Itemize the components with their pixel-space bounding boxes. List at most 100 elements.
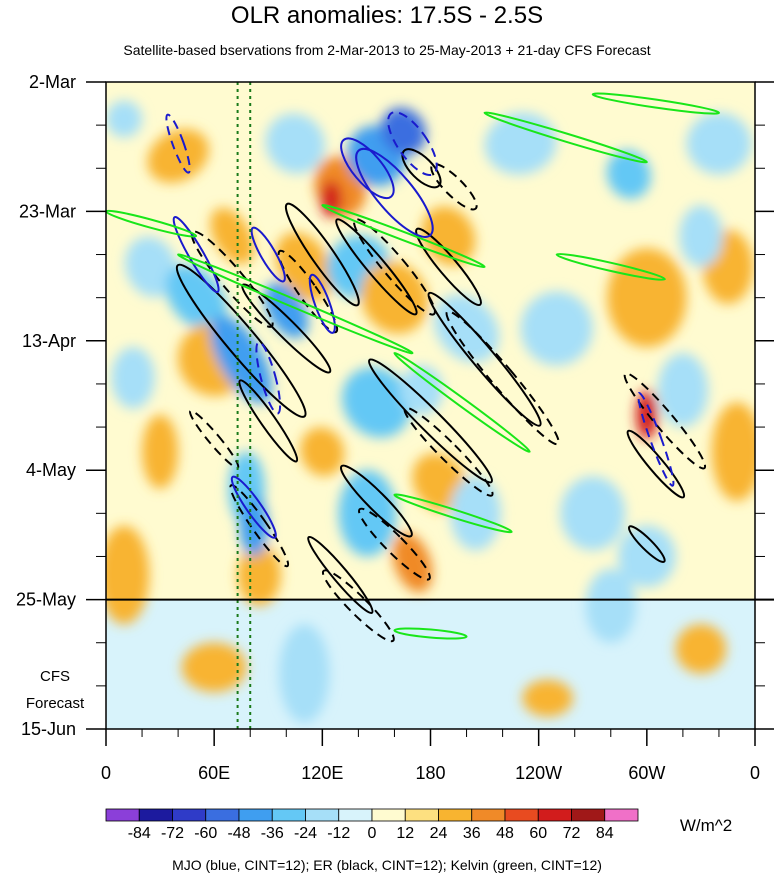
colorbar-tick-label: 72 — [563, 825, 581, 842]
colorbar-tick-label: -24 — [294, 825, 317, 842]
colorbar-tick-label: 84 — [596, 825, 614, 842]
colorbar-swatch — [537, 808, 572, 822]
anomaly-blob — [421, 206, 476, 266]
er-contour — [623, 372, 707, 470]
anomaly-blob — [279, 624, 330, 723]
x-tick-label: 120W — [515, 763, 562, 783]
anomaly-blob — [560, 476, 626, 551]
mjo-contour — [340, 137, 395, 200]
colorbar-swatch — [138, 808, 173, 822]
colorbar-swatch — [471, 808, 506, 822]
colorbar-swatch — [438, 808, 473, 822]
x-tick-label: 0 — [101, 763, 111, 783]
forecast-label: Forecast — [26, 695, 85, 712]
y-tick-label: 2-Mar — [29, 72, 76, 92]
anomaly-blob — [686, 112, 752, 175]
y-tick-label: 13-Apr — [22, 331, 76, 351]
kelvin-contour — [393, 627, 468, 640]
colorbar-tick-label: -60 — [194, 825, 217, 842]
x-tick-label: 120E — [301, 763, 343, 783]
anomaly-blob — [434, 294, 500, 363]
er-contour — [445, 310, 560, 446]
colorbar-swatch — [271, 808, 306, 822]
anomaly-blob — [392, 533, 433, 593]
anomaly-blob — [380, 107, 427, 155]
anomaly-blob — [264, 281, 309, 339]
anomaly-blob — [711, 402, 755, 501]
er-contour — [277, 249, 339, 334]
anomaly-blob — [300, 427, 345, 477]
er-contour — [368, 358, 493, 484]
anomaly-blob — [585, 568, 637, 643]
anomaly-blob — [275, 232, 333, 302]
anomaly-blob — [636, 390, 658, 440]
er-contour — [335, 218, 418, 316]
colorbar-swatch — [604, 808, 639, 822]
anomaly-blob — [210, 315, 273, 404]
colorbar-tick-label: 24 — [430, 825, 448, 842]
er-contour — [307, 535, 374, 614]
anomaly-blob — [657, 353, 709, 428]
mjo-contour — [250, 226, 286, 283]
kelvin-contour — [393, 352, 531, 453]
anomaly-blob — [522, 679, 573, 717]
colorbar-tick-label: -36 — [261, 825, 284, 842]
colorbar-tick-label: 48 — [496, 825, 514, 842]
anomaly-blob — [360, 261, 429, 334]
chart-subtitle: Satellite-based bservations from 2-Mar-2… — [123, 42, 651, 58]
er-contour — [284, 202, 360, 307]
anomaly-blob — [142, 414, 179, 489]
er-contour — [352, 218, 436, 316]
colorbar-tick-label: -72 — [161, 825, 184, 842]
er-contour — [339, 464, 413, 538]
anomaly-blob — [342, 367, 411, 438]
colorbar-swatch — [238, 808, 273, 822]
wave-contours — [106, 82, 720, 729]
colorbar: -84 -72 -60 -48 -36 -24 -12 0 12 24 36 48 60 72 84 W/m^… — [105, 808, 732, 842]
axes: 2-Mar 23-Mar 13-Apr 4-May 25-May 15-Jun CFS For… — [16, 72, 774, 783]
x-tick-label: 0 — [750, 763, 760, 783]
colorbar-swatch — [404, 808, 439, 822]
colorbar-swatch — [205, 808, 240, 822]
colorbar-tick-label: -84 — [128, 825, 151, 842]
colorbar-swatch — [504, 808, 539, 822]
anomaly-blob — [320, 180, 343, 218]
er-contour — [627, 525, 666, 563]
anomaly-blob — [181, 642, 247, 693]
contour-legend-note: MJO (blue, CINT=12); ER (black, CINT=12)… — [172, 857, 602, 873]
anomaly-blob — [338, 470, 397, 557]
colorbar-tick-label: 12 — [396, 825, 414, 842]
kelvin-contour — [483, 111, 648, 164]
anomaly-blob — [265, 113, 325, 174]
colorbar-swatch — [172, 808, 207, 822]
y-tick-label: 23-Mar — [19, 201, 76, 221]
er-contour — [358, 507, 431, 581]
er-contour — [427, 291, 542, 427]
anomaly-blob — [607, 248, 687, 347]
mjo-contour — [308, 273, 336, 334]
er-contour — [238, 379, 299, 463]
colorbar-unit: W/m^2 — [680, 816, 732, 835]
colorbar-tick-label: 0 — [368, 825, 377, 842]
anomaly-blob — [111, 346, 155, 409]
kelvin-contour — [591, 92, 720, 115]
chart-title: OLR anomalies: 17.5S - 2.5S — [230, 2, 544, 29]
anomaly-blob — [237, 544, 281, 606]
colorbar-swatch — [371, 808, 406, 822]
y-tick-label: 4-May — [26, 460, 76, 480]
anomaly-blob — [679, 205, 723, 267]
kelvin-contour — [555, 252, 666, 281]
anomaly-blob — [675, 624, 727, 674]
kelvin-contour — [177, 253, 414, 355]
y-tick-label: 25-May — [16, 590, 76, 610]
y-tick-label: 15-Jun — [21, 719, 76, 739]
mjo-contour — [387, 111, 438, 177]
colorbar-swatch — [105, 808, 140, 822]
anomaly-blob — [617, 525, 676, 588]
x-tick-label: 180 — [415, 763, 445, 783]
er-contour — [626, 429, 686, 499]
colorbar-swatch — [338, 808, 373, 822]
anomaly-blob — [484, 112, 557, 175]
kelvin-contour — [321, 204, 486, 269]
